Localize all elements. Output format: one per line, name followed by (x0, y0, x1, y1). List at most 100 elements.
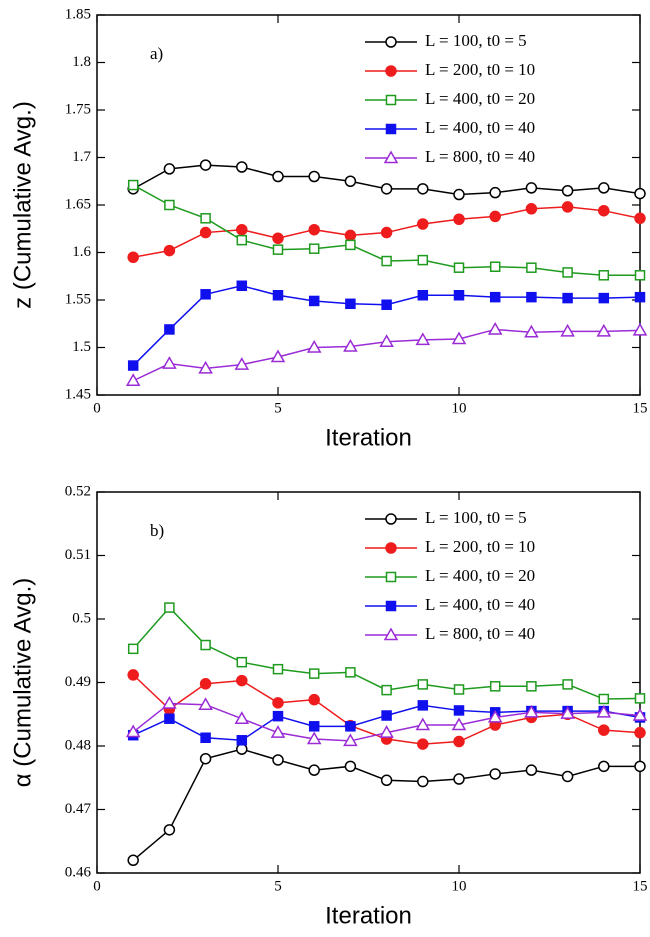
plot-frame (96, 14, 641, 396)
marker (598, 270, 610, 281)
y-tick-label: 1.55 (65, 291, 91, 307)
marker (199, 678, 212, 690)
marker (164, 199, 175, 211)
legend-marker (385, 65, 397, 77)
marker (234, 711, 250, 724)
y-axis-label: z (Cumulative Avg.) (9, 101, 36, 309)
panel-label: a) (150, 44, 163, 63)
marker (379, 334, 394, 348)
marker (380, 774, 393, 787)
marker (560, 323, 575, 337)
marker (308, 721, 320, 732)
y-tick-label: 0.51 (65, 547, 91, 563)
marker (236, 280, 248, 291)
y-tick-label: 0.47 (65, 801, 92, 817)
y-axis-label: α (Cumulative Avg.) (9, 578, 36, 788)
marker (236, 674, 248, 687)
marker (561, 185, 574, 197)
legend-marker (385, 94, 397, 106)
marker (127, 179, 139, 191)
marker (487, 321, 503, 335)
legend-marker (385, 123, 397, 135)
legend-label: L = 100, t0 = 5 (425, 31, 527, 50)
marker (489, 210, 501, 223)
legend-label: L = 200, t0 = 10 (425, 537, 535, 556)
legend-label: L = 200, t0 = 10 (425, 60, 535, 79)
marker (489, 186, 501, 199)
y-tick-label: 1.75 (65, 101, 91, 117)
marker (163, 244, 176, 257)
marker (453, 705, 465, 716)
legend-label: L = 100, t0 = 5 (425, 508, 527, 527)
legend-label: L = 400, t0 = 40 (425, 118, 535, 137)
marker (489, 768, 501, 780)
marker (379, 725, 394, 738)
x-tick-label: 5 (274, 400, 282, 416)
marker (560, 706, 575, 719)
marker (127, 854, 139, 867)
marker (272, 232, 284, 244)
marker (453, 684, 465, 695)
marker (162, 695, 177, 709)
marker (417, 775, 429, 788)
marker (308, 764, 320, 776)
legend-marker (383, 627, 399, 641)
marker (236, 743, 248, 755)
marker (200, 289, 211, 300)
marker (453, 262, 465, 273)
marker (415, 332, 431, 346)
marker (381, 299, 392, 310)
marker (598, 693, 610, 705)
marker (415, 717, 431, 731)
x-axis-label: Iteration (325, 902, 412, 929)
marker (308, 693, 320, 706)
marker (596, 323, 612, 337)
marker (127, 669, 139, 681)
marker (453, 290, 465, 301)
legend-label: L = 400, t0 = 20 (425, 89, 535, 108)
x-tick-label: 5 (274, 878, 282, 894)
legend-label: L = 400, t0 = 20 (425, 566, 535, 585)
marker (634, 760, 646, 773)
legend-label: L = 800, t0 = 40 (425, 147, 535, 166)
x-tick-label: 0 (93, 400, 101, 416)
y-tick-label: 1.85 (65, 6, 91, 22)
marker (164, 602, 175, 613)
marker (270, 349, 286, 363)
marker (634, 212, 646, 225)
y-tick-label: 1.8 (72, 54, 91, 70)
marker (345, 239, 356, 251)
marker (164, 324, 175, 335)
marker (272, 244, 284, 255)
marker (562, 292, 573, 304)
marker (598, 760, 610, 773)
marker (200, 639, 211, 651)
marker (163, 163, 176, 175)
marker (308, 295, 320, 307)
marker (562, 267, 573, 278)
marker (489, 291, 501, 303)
marker (381, 710, 392, 721)
legend-marker (385, 36, 397, 48)
marker (345, 721, 356, 732)
marker (634, 291, 646, 303)
marker (272, 663, 284, 675)
y-tick-label: 1.7 (72, 149, 91, 165)
marker (380, 183, 393, 195)
legend-marker (385, 542, 397, 554)
legend-marker (385, 571, 397, 583)
legend-marker (385, 600, 397, 612)
marker (524, 324, 539, 338)
marker (524, 704, 539, 718)
y-tick-label: 0.46 (65, 864, 92, 880)
marker (417, 738, 429, 750)
y-tick-label: 1.65 (65, 196, 91, 212)
marker (199, 159, 212, 171)
marker (489, 681, 501, 692)
y-tick-label: 1.45 (65, 386, 91, 402)
legend-label: L = 800, t0 = 40 (425, 624, 535, 643)
marker (343, 339, 358, 352)
marker (234, 357, 250, 370)
x-tick-label: 10 (452, 400, 467, 416)
